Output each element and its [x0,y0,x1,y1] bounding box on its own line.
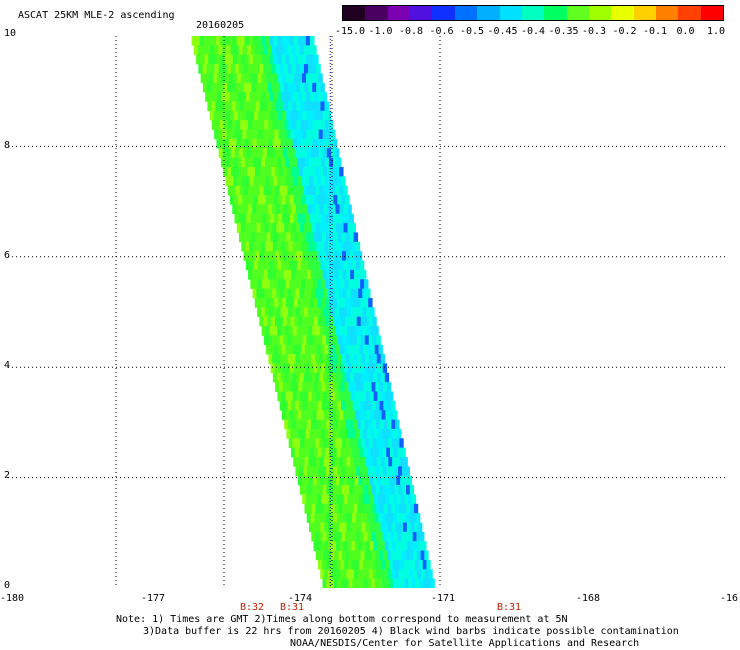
colorbar-segment [633,6,657,20]
colorbar-labels: -15.0 -1.0 -0.8 -0.6 -0.5 -0.45 -0.4 -0.35 -0.3-… [335,26,726,38]
colorbar-segment [588,6,612,20]
swath-map [8,36,728,588]
x-tick-label: -171 [431,593,456,604]
colorbar-segment [432,6,455,20]
note-line: Note: 1) Times are GMT 2)Times along bot… [116,614,568,625]
colorbar-segment [611,6,634,20]
colorbar-segment [656,6,679,20]
colorbar-label: 0.0 [676,26,695,37]
colorbar-segment [410,6,433,20]
time-mark: B:32 [239,602,265,613]
y-tick-label: 4 [4,360,11,371]
colorbar-segment [454,6,478,20]
y-tick-label: 10 [4,28,17,39]
colorbar-segment [521,6,545,20]
x-tick-label: -168 [576,593,601,604]
colorbar-segment [566,6,589,20]
swath-cells [191,36,435,588]
colorbar-segment [365,6,388,20]
colorbar-segment [678,6,701,20]
colorbar-label: -0.2 [612,26,637,37]
colorbar-label: -0.8 [398,26,424,37]
colorbar-label: -0.1 [642,26,668,37]
colorbar-segment [387,6,411,20]
colorbar-label: -0.5 [459,26,485,37]
colorbar-segment [477,6,500,20]
note-line: NOAA/NESDIS/Center for Satellite Applica… [290,638,640,649]
x-tick-label: -16 [720,593,739,604]
y-tick-label: 8 [4,140,11,151]
y-tick-label: 0 [4,580,11,591]
y-tick-label: 6 [4,250,11,261]
colorbar-label: -0.4 [520,26,546,37]
x-tick-label: -177 [141,593,166,604]
grid-lines [8,36,728,588]
y-tick-label: 2 [4,470,11,481]
colorbar-label: -0.35 [548,26,579,37]
x-tick-label: -174 [288,593,313,604]
colorbar-label: 1.0 [706,26,726,37]
note-line: 3)Data buffer is 22 hrs from 20160205 4)… [143,626,679,637]
x-tick-label: -180 [0,593,25,604]
colorbar [342,5,724,21]
colorbar-segment [343,6,366,20]
colorbar-label: -15.0 [334,26,366,37]
map-title: ASCAT 25KM MLE-2 ascending [18,10,175,21]
map-plot [8,36,728,588]
map-date: 20160205 [196,20,245,31]
colorbar-label: -0.45 [487,26,518,37]
colorbar-segment [499,6,522,20]
time-mark: B:31 [279,602,305,613]
time-mark: B:31 [496,602,522,613]
colorbar-label: -0.6 [429,26,454,37]
colorbar-segment [700,6,724,20]
colorbar-segment [544,6,567,20]
colorbar-label: -1.0 [368,26,393,37]
colorbar-label: -0.3 [581,26,607,37]
